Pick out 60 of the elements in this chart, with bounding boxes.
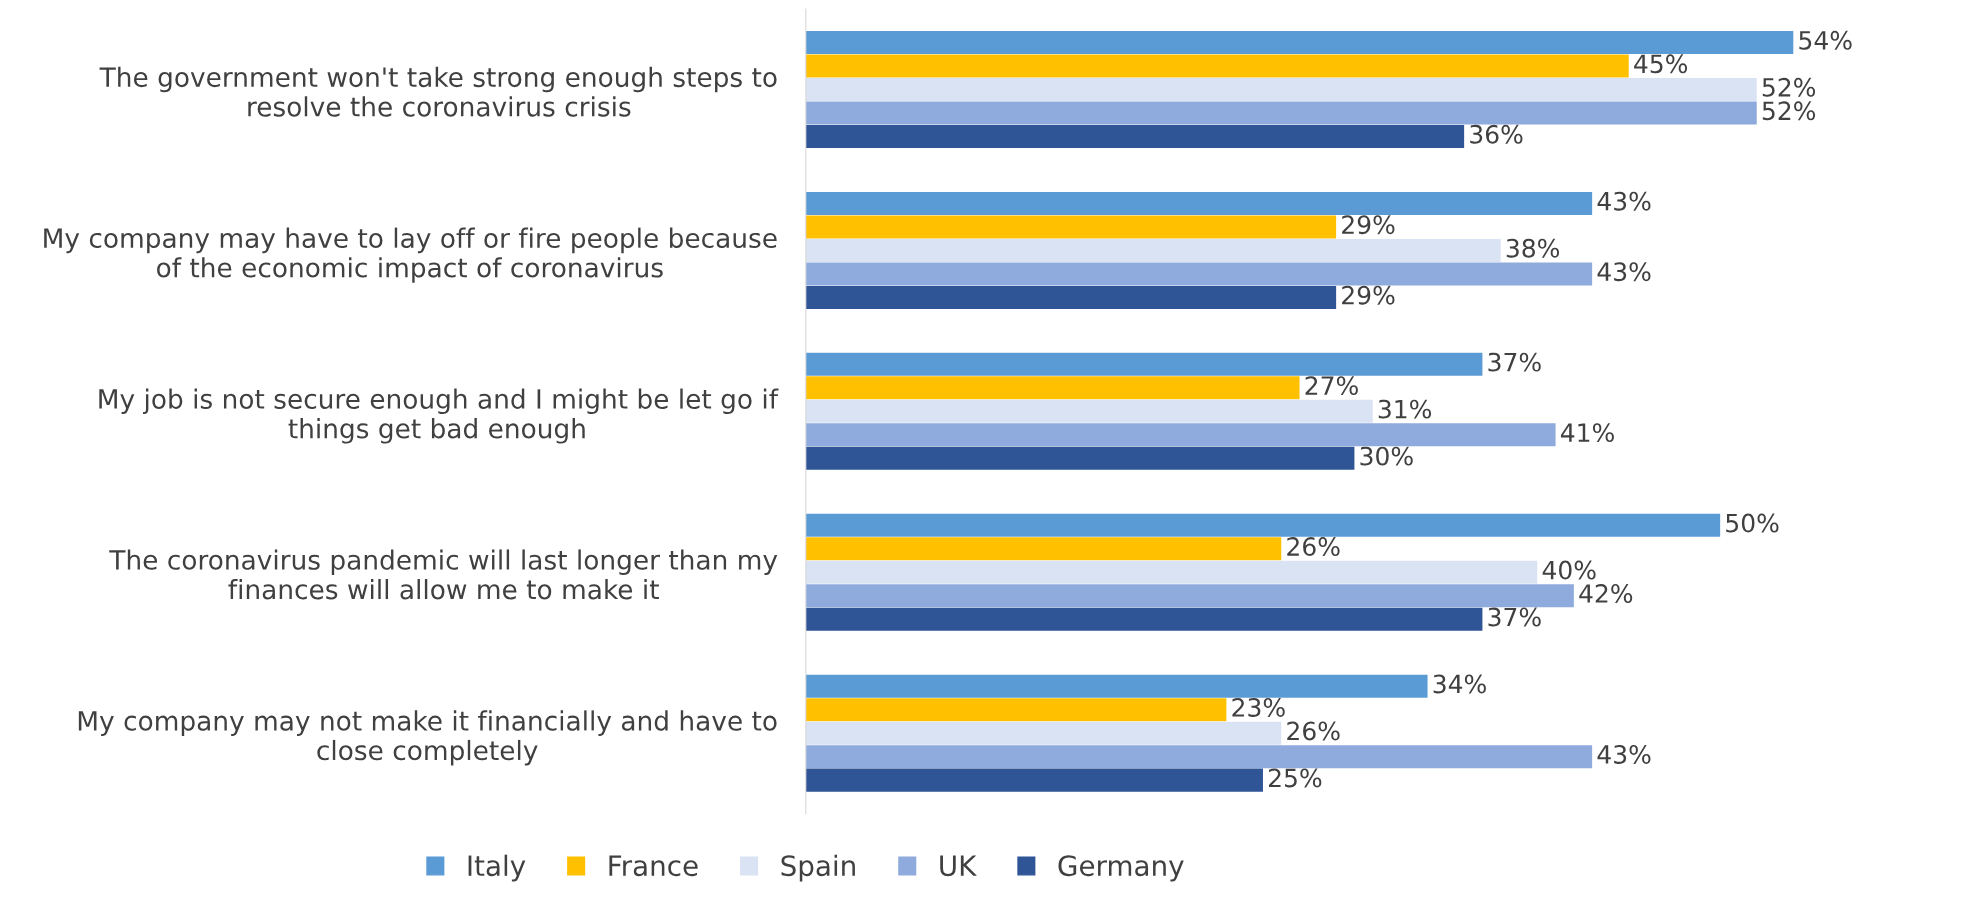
legend-label: UK: [940, 855, 977, 877]
data-label: 50%: [1726, 513, 1779, 533]
data-label: 43%: [1597, 262, 1651, 282]
data-label: 23%: [1232, 697, 1285, 717]
data-label: 45%: [1634, 54, 1688, 74]
bar: [805, 238, 1501, 262]
bar: [805, 376, 1300, 400]
bar: [805, 262, 1593, 286]
data-label: 37%: [1488, 607, 1541, 627]
bar: [805, 352, 1483, 376]
data-label: 26%: [1287, 537, 1340, 556]
bar: [805, 77, 1757, 102]
bar: [805, 537, 1282, 561]
bar: [805, 721, 1282, 745]
bar: [805, 423, 1556, 447]
data-label: 34%: [1433, 674, 1486, 694]
bar: [805, 768, 1263, 792]
bar: [805, 54, 1629, 78]
legend-label: Germany: [1058, 855, 1184, 882]
bar: [805, 399, 1373, 423]
data-label: 31%: [1378, 399, 1432, 419]
bar: [805, 446, 1355, 470]
y-tick-label: My company may not make it financially and have to close completely: [78, 710, 777, 766]
bar: [805, 513, 1721, 537]
data-label: 26%: [1287, 721, 1340, 741]
data-label: 30%: [1360, 446, 1413, 466]
data-label: 27%: [1305, 376, 1358, 396]
legend-label: Italy: [468, 854, 526, 882]
data-label: 43%: [1597, 744, 1651, 764]
data-label: 36%: [1470, 124, 1523, 144]
data-label: 43%: [1597, 191, 1651, 211]
data-label: 54%: [1799, 30, 1852, 50]
bar: [805, 124, 1465, 148]
data-label: 37%: [1488, 352, 1541, 372]
data-label: 29%: [1342, 215, 1395, 235]
data-label: 41%: [1560, 423, 1614, 443]
bar: [805, 285, 1337, 309]
y-tick-label: The coronavirus pandemic will last longer than my finances will allow me to make it: [109, 549, 778, 600]
bar: [805, 584, 1574, 608]
data-label: 52%: [1762, 101, 1816, 121]
data-label: 29%: [1342, 285, 1395, 305]
legend-label: France: [609, 855, 698, 877]
bar: [805, 745, 1593, 769]
bar: [805, 698, 1227, 722]
bar: [805, 607, 1483, 631]
bar: [805, 101, 1757, 125]
bar: [805, 191, 1593, 215]
y-tick-label: My job is not secure enough and I might be let go if things get bad enough: [99, 388, 779, 444]
bar: [805, 560, 1538, 584]
y-tick-label: The government won't take strong enough steps to resolve the coronavirus crisis: [99, 66, 777, 117]
bar: [805, 215, 1337, 239]
y-tick-label: My company may have to lay off or fire people because of the economic impact of coronavirus: [44, 227, 777, 283]
data-label: 25%: [1268, 768, 1322, 788]
data-label: 38%: [1506, 238, 1560, 258]
legend-label: Spain: [781, 854, 855, 882]
data-label: 42%: [1579, 584, 1633, 603]
data-label: 52%: [1762, 77, 1816, 97]
bar: [805, 31, 1794, 55]
data-label: 40%: [1542, 560, 1596, 580]
bar: [805, 674, 1428, 698]
